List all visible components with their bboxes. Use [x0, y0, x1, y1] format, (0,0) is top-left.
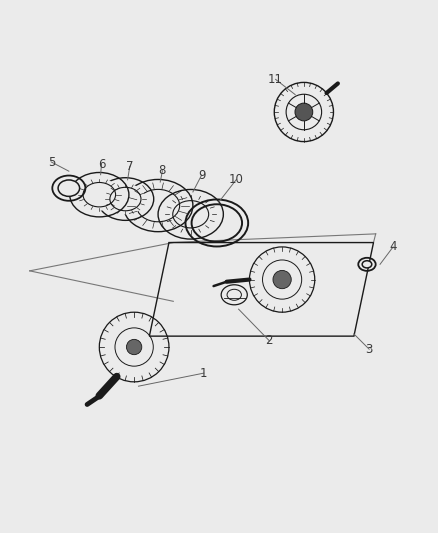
- Circle shape: [127, 340, 142, 354]
- Text: 5: 5: [48, 156, 55, 168]
- Ellipse shape: [105, 184, 146, 214]
- Text: 2: 2: [265, 334, 273, 347]
- Circle shape: [295, 103, 313, 121]
- Circle shape: [273, 270, 291, 289]
- Ellipse shape: [58, 180, 80, 196]
- Text: 1: 1: [200, 367, 208, 379]
- Text: 9: 9: [198, 168, 205, 182]
- Ellipse shape: [362, 261, 372, 268]
- Text: 10: 10: [229, 173, 244, 186]
- Text: 8: 8: [159, 164, 166, 177]
- Text: 11: 11: [268, 73, 283, 86]
- Text: 7: 7: [126, 160, 134, 173]
- Text: 4: 4: [389, 240, 397, 253]
- Ellipse shape: [78, 179, 120, 211]
- Text: 6: 6: [98, 158, 105, 171]
- Text: 3: 3: [365, 343, 373, 356]
